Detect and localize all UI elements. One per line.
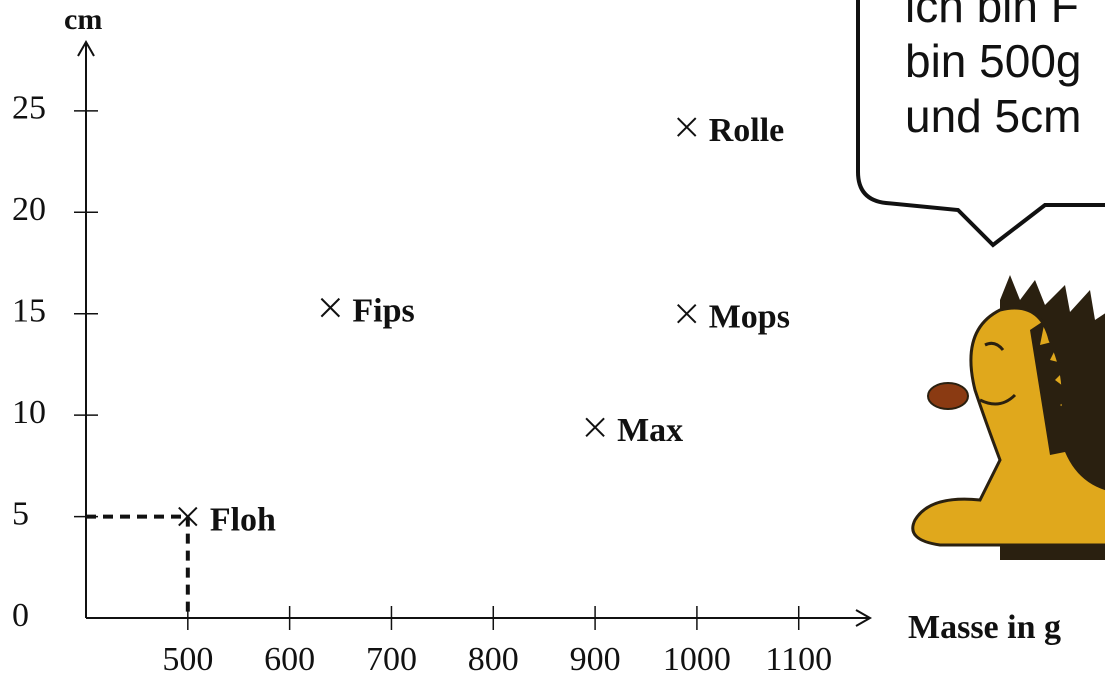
x-tick-label: 800 (468, 641, 519, 677)
speech-text: und 5cm (905, 90, 1081, 142)
point-label: Floh (210, 501, 276, 538)
x-axis-arrow (855, 609, 873, 627)
y-tick-label: 0 (12, 597, 29, 634)
speech-bubble (856, 0, 1105, 248)
y-tick-label: 5 (12, 495, 29, 532)
y-axis-arrow (77, 39, 95, 57)
y-tick-label: 20 (12, 191, 46, 228)
x-tick-label: 600 (264, 641, 315, 677)
speech-text: ich bin F (905, 0, 1079, 32)
x-tick-label: 700 (366, 641, 417, 677)
point-marker (178, 506, 198, 527)
speech-text: bin 500g (905, 35, 1082, 87)
y-tick-label: 25 (12, 90, 46, 127)
y-tick-label: 10 (12, 394, 46, 431)
y-axis-label: cm (64, 3, 102, 36)
point-marker (677, 304, 697, 324)
x-axis-label: Masse in g (908, 609, 1061, 646)
point-marker (677, 117, 697, 137)
x-tick-label: 1000 (663, 641, 731, 677)
point-label: Mops (709, 299, 790, 336)
y-tick-label: 15 (12, 293, 46, 330)
point-marker (320, 297, 341, 318)
hedgehog-illustration (911, 275, 1105, 560)
x-tick-label: 1100 (765, 641, 832, 677)
point-label: Fips (352, 292, 414, 329)
x-tick-label: 900 (570, 641, 621, 677)
point-label: Max (617, 412, 683, 449)
point-marker (585, 417, 605, 438)
x-tick-label: 500 (162, 641, 213, 677)
point-label: Rolle (709, 112, 785, 149)
